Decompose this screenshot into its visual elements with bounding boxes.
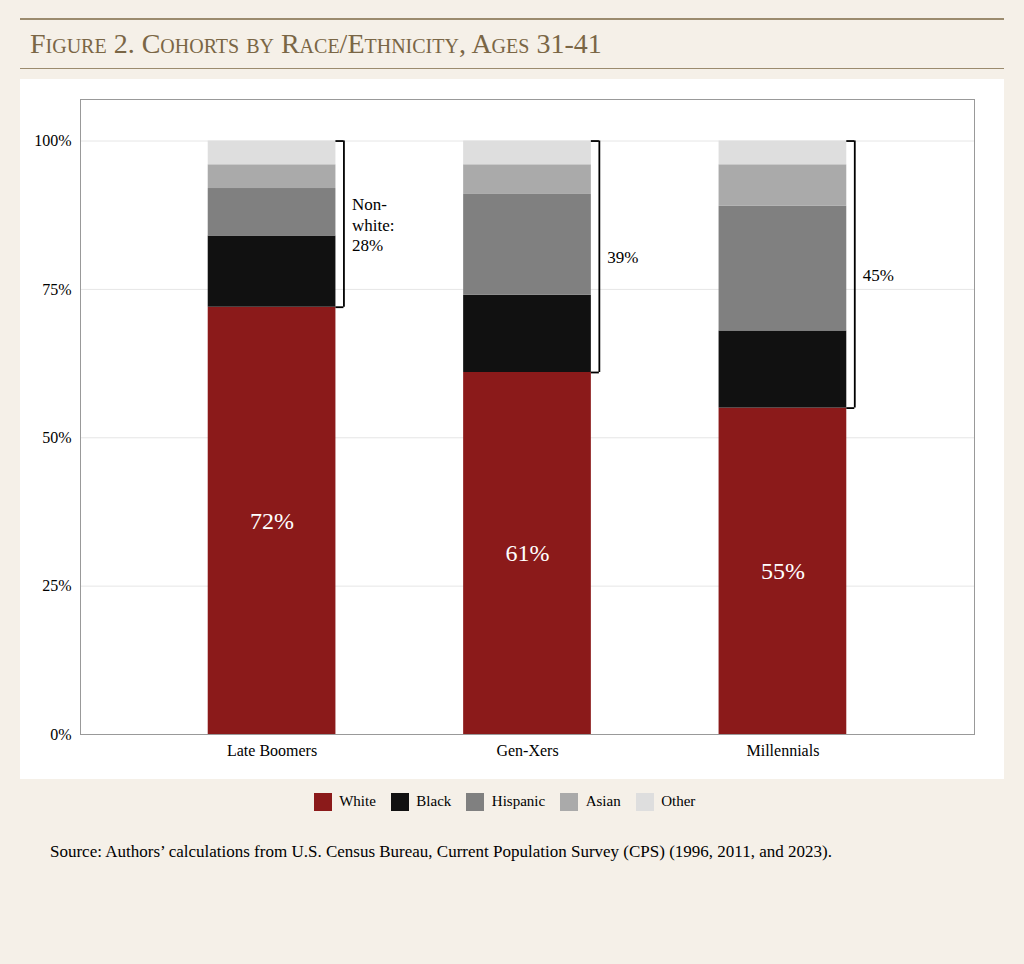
svg-text:Non-white:28%: Non-white:28% xyxy=(352,195,395,255)
html-text:Black: Black xyxy=(416,793,452,809)
html-text:Other: Other xyxy=(661,793,696,809)
html-text:Figure 2. Cohorts by Race/Ethn: Figure 2. Cohorts by Race/Ethnicity, Age… xyxy=(30,28,602,59)
svg-text:39%: 39% xyxy=(607,248,638,267)
svg-text:Gen-Xers: Gen-Xers xyxy=(496,742,558,759)
svg-text:Late Boomers: Late Boomers xyxy=(227,742,317,759)
svg-text:75%: 75% xyxy=(42,281,71,298)
svg-text:55%: 55% xyxy=(761,558,805,584)
html-text:Hispanic: Hispanic xyxy=(491,793,546,809)
svg-text:0%: 0% xyxy=(50,726,71,743)
svg-text:Millennials: Millennials xyxy=(746,742,819,759)
svg-text:61%: 61% xyxy=(506,540,550,566)
svg-text:45%: 45% xyxy=(863,266,894,285)
svg-text:25%: 25% xyxy=(42,577,71,594)
svg-text:100%: 100% xyxy=(34,132,71,149)
html-text:Source: Authors’ calculations: Source: Authors’ calculations from U.S. … xyxy=(50,841,832,861)
svg-text:72%: 72% xyxy=(250,508,294,534)
svg-text:50%: 50% xyxy=(42,429,71,446)
html-text:White: White xyxy=(339,793,376,809)
html-text:Asian: Asian xyxy=(585,793,621,809)
